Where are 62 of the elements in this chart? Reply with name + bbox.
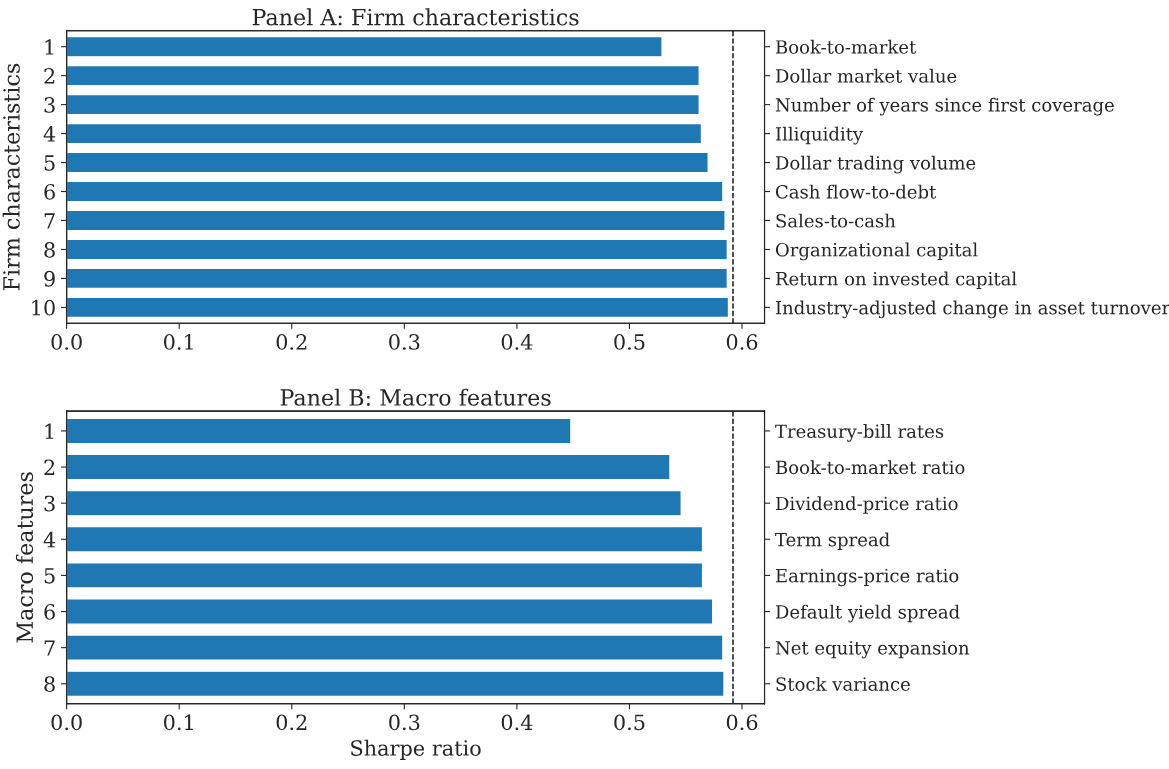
y2-tick-label: Default yield spread bbox=[775, 604, 960, 623]
y2-tick-label: Dividend-price ratio bbox=[775, 496, 958, 514]
y-tick-label: 10 bbox=[32, 299, 55, 316]
x-tick-label: 0.1 bbox=[164, 714, 193, 731]
y2-tick-label: Earnings-price ratio bbox=[775, 568, 959, 587]
y-tick-label: 8 bbox=[44, 241, 55, 258]
y-tick-label: 7 bbox=[44, 640, 55, 656]
x-tick-label: 0.0 bbox=[51, 714, 82, 731]
y2-tick-label: Net equity expansion bbox=[775, 641, 970, 659]
x-tick-label: 0.6 bbox=[726, 714, 758, 731]
y2-tick-label: Dollar trading volume bbox=[775, 155, 976, 174]
chart-title: Panel A: Firm characteristics bbox=[252, 8, 579, 26]
x-tick-label: 0.4 bbox=[501, 334, 533, 350]
x-tick-label: 0.5 bbox=[614, 714, 645, 731]
x-tick-label: 0.3 bbox=[389, 334, 420, 350]
y2-tick-label: Return on invested capital bbox=[775, 271, 1017, 290]
x-tick-label: 0.3 bbox=[389, 714, 420, 731]
bar bbox=[66, 489, 682, 517]
y2-tick-label: Treasury-bill rates bbox=[775, 424, 944, 442]
y-tick-label: 6 bbox=[44, 183, 55, 200]
chart-title: Panel B: Macro features bbox=[280, 388, 551, 406]
y-tick-label: 6 bbox=[44, 603, 55, 620]
x-tick-label: 0.2 bbox=[276, 334, 307, 350]
y-tick-label: 2 bbox=[44, 459, 55, 475]
y-tick-label: 4 bbox=[43, 531, 56, 548]
x-tick-label: 0.1 bbox=[164, 334, 193, 350]
y2-tick-label: Cash flow-to-debt bbox=[775, 184, 937, 199]
y-axis-title: Macro features bbox=[15, 472, 34, 643]
bar bbox=[66, 562, 704, 589]
x-tick-label: 0.4 bbox=[501, 714, 533, 731]
y-tick-label: 4 bbox=[43, 126, 56, 142]
y2-tick-label: Book-to-market ratio bbox=[775, 460, 965, 475]
y-tick-label: 5 bbox=[44, 155, 55, 171]
bar bbox=[66, 417, 572, 445]
x-axis-title: Sharpe ratio bbox=[351, 739, 481, 760]
y-tick-label: 5 bbox=[44, 568, 55, 584]
bar bbox=[66, 525, 704, 553]
x-tick-label: 0.5 bbox=[614, 334, 645, 350]
x-tick-label: 0.6 bbox=[726, 334, 758, 350]
y2-tick-label: Term spread bbox=[775, 532, 890, 550]
y2-tick-label: Book-to-market bbox=[775, 39, 917, 54]
bar bbox=[66, 453, 671, 481]
y2-tick-label: Stock variance bbox=[776, 676, 910, 691]
y-tick-label: 8 bbox=[44, 676, 55, 692]
y-tick-label: 2 bbox=[44, 68, 55, 84]
y-tick-label: 1 bbox=[45, 39, 54, 55]
y-tick-label: 1 bbox=[45, 423, 54, 439]
y-tick-label: 3 bbox=[44, 495, 55, 512]
y2-tick-label: Organizational capital bbox=[775, 242, 978, 261]
y2-tick-label: Sales-to-cash bbox=[776, 213, 896, 228]
bar bbox=[66, 670, 725, 698]
x-tick-label: 0.0 bbox=[51, 334, 82, 350]
y-tick-label: 3 bbox=[44, 97, 55, 113]
bar bbox=[66, 598, 714, 625]
y-tick-label: 7 bbox=[44, 213, 55, 229]
y2-tick-label: Number of years since first coverage bbox=[775, 97, 1114, 116]
x-tick-label: 0.2 bbox=[276, 714, 307, 731]
y-axis-title: Firm characteristics bbox=[2, 63, 20, 291]
y-tick-label: 9 bbox=[44, 270, 55, 287]
y2-tick-label: Illiquidity bbox=[775, 126, 864, 145]
y2-tick-label: Dollar market value bbox=[775, 68, 957, 83]
bar bbox=[66, 634, 724, 661]
